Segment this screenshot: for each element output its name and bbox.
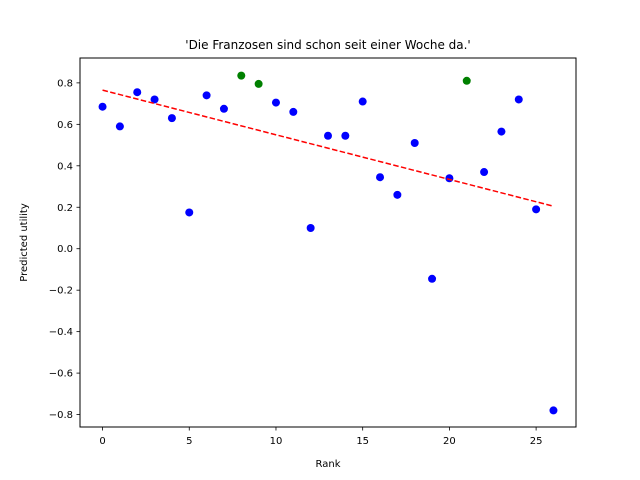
- data-point-16: [376, 173, 385, 182]
- data-point-6: [202, 91, 211, 100]
- data-point-25: [532, 205, 541, 214]
- y-tick-label: 0.0: [57, 244, 73, 255]
- data-point-0: [98, 102, 107, 111]
- axes-frame: [79, 57, 577, 428]
- data-point-11: [289, 107, 298, 116]
- y-tick-label: 0.2: [57, 203, 73, 214]
- y-tick-label: 0.4: [57, 161, 73, 172]
- data-point-8: [237, 71, 246, 80]
- data-point-18: [410, 138, 419, 147]
- data-point-15: [358, 97, 367, 106]
- y-axis-label: Predicted utility: [19, 203, 30, 282]
- y-tick-label: −0.2: [49, 286, 73, 297]
- plot-area: [98, 71, 558, 415]
- data-point-4: [167, 114, 176, 123]
- x-tick-label: 20: [443, 436, 456, 447]
- data-point-20: [445, 174, 454, 183]
- x-axis: 0 5 10 15 20 25: [99, 427, 542, 447]
- x-tick-label: 10: [270, 436, 283, 447]
- data-point-14: [341, 131, 350, 140]
- x-tick-label: 5: [186, 436, 192, 447]
- data-point-7: [219, 104, 228, 113]
- x-tick-label: 15: [356, 436, 369, 447]
- data-point-1: [115, 122, 124, 131]
- data-point-26: [549, 406, 558, 415]
- data-point-3: [150, 95, 159, 104]
- data-point-23: [497, 127, 506, 136]
- data-point-12: [306, 223, 315, 232]
- x-tick-label: 0: [99, 436, 105, 447]
- y-tick-label: 0.6: [57, 120, 73, 131]
- data-point-24: [514, 95, 523, 104]
- y-tick-label: −0.8: [49, 410, 73, 421]
- data-point-22: [480, 168, 489, 177]
- y-tick-label: −0.6: [49, 369, 73, 380]
- x-tick-label: 25: [530, 436, 543, 447]
- data-point-2: [133, 88, 142, 97]
- y-tick-label: 0.8: [57, 78, 73, 89]
- data-point-17: [393, 190, 402, 199]
- data-point-10: [271, 98, 280, 107]
- data-point-13: [324, 131, 332, 140]
- chart-title: 'Die Franzosen sind schon seit einer Woc…: [185, 38, 470, 52]
- x-axis-label: Rank: [316, 459, 341, 470]
- trend-line: [102, 89, 554, 207]
- data-point-19: [428, 274, 437, 283]
- y-tick-label: −0.4: [49, 327, 73, 338]
- data-point-9: [254, 79, 263, 88]
- data-point-5: [185, 208, 194, 217]
- y-axis: −0.8 −0.6 −0.4 −0.2 0.0 0.2 0.4 0.6 0.8: [49, 78, 80, 421]
- data-point-21: [462, 76, 471, 85]
